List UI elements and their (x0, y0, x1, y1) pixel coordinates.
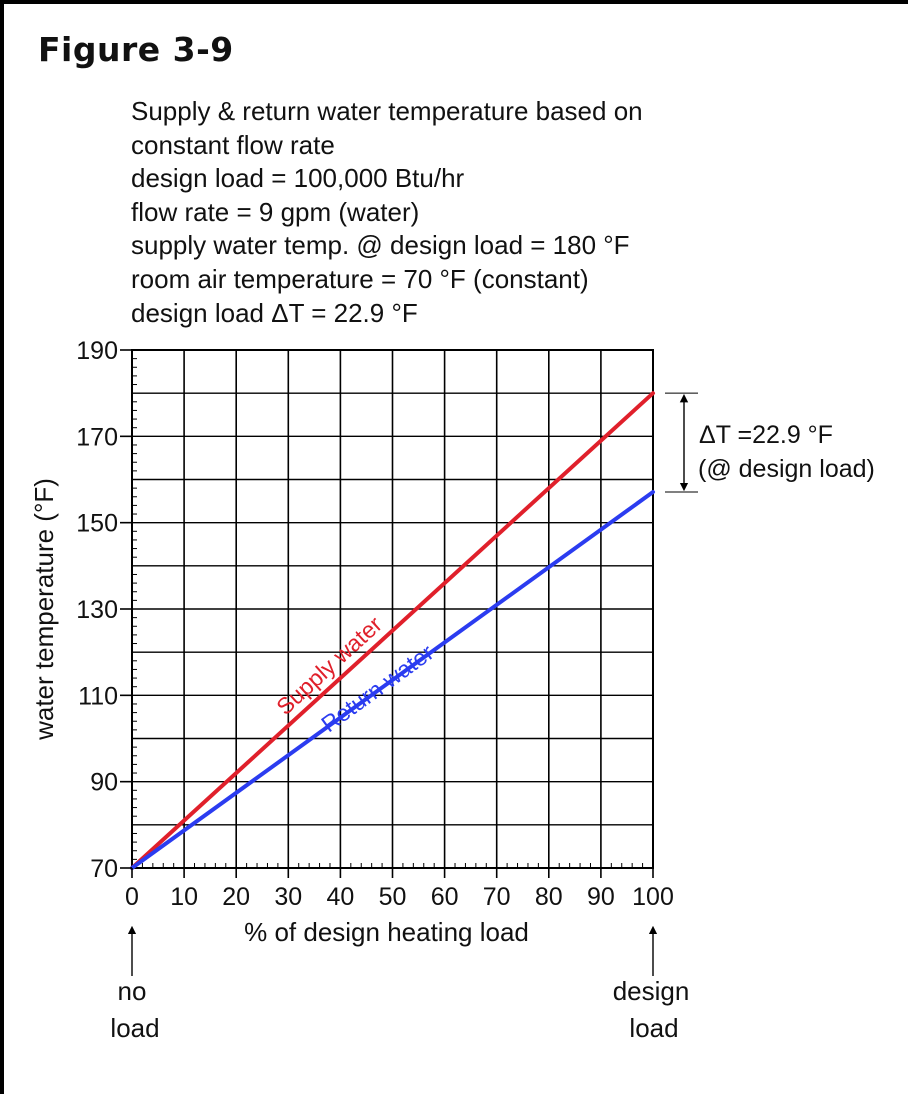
delta-t-sublabel: (@ design load) (698, 455, 875, 483)
figure-description: Supply & return water temperature based … (131, 95, 643, 330)
description-line: design load ΔT = 22.9 °F (131, 297, 418, 328)
x-tick-label: 10 (170, 883, 198, 911)
y-tick-label: 190 (76, 337, 118, 365)
x-tick-label: 20 (222, 883, 250, 911)
series-line (130, 490, 655, 870)
x-tick-label: 80 (535, 883, 563, 911)
description-line: Supply & return water temperature based … (131, 96, 643, 126)
y-tick-label: 130 (76, 596, 118, 624)
chart-annotations: ΔT =22.9 °F (@ design load) no load design lo… (110, 392, 875, 1043)
y-tick-label: 110 (78, 682, 118, 710)
y-tick-label: 170 (76, 423, 118, 451)
delta-t-label: ΔT =22.9 °F (699, 421, 833, 449)
y-tick-label: 150 (76, 510, 118, 538)
y-tick-label: 90 (90, 769, 118, 797)
description-line: flow rate = 9 gpm (water) (131, 196, 420, 227)
x-tick-label: 60 (431, 883, 459, 911)
no-load-label: load (110, 1013, 159, 1043)
x-tick-label: 90 (587, 883, 615, 911)
x-tick-label: 0 (125, 883, 139, 911)
y-tick-label: 70 (90, 855, 118, 883)
series-line (130, 391, 655, 870)
description-line: supply water temp. @ design load = 180 °… (131, 230, 630, 261)
x-axis-label: % of design heating load (244, 917, 529, 947)
description-line: room air temperature = 70 °F (constant) (131, 263, 589, 294)
no-load-label: no (118, 976, 147, 1006)
x-tick-label: 30 (274, 883, 302, 911)
x-tick-label: 100 (632, 883, 674, 911)
description-line: constant flow rate (131, 129, 335, 160)
y-axis-label: water temperature (°F) (29, 478, 59, 741)
design-load-label: load (629, 1013, 678, 1043)
x-tick-label: 70 (483, 883, 511, 911)
description-line: design load = 100,000 Btu/hr (131, 163, 465, 194)
design-load-label: design (613, 976, 690, 1006)
chart-axes: 70 90 110 130 150 170 190 0 10 20 30 40 50 60 70 80 90 10… (29, 337, 674, 947)
x-tick-label: 50 (379, 883, 407, 911)
figure-title: Figure 3-9 (38, 30, 234, 69)
chart-grid (131, 349, 654, 869)
x-tick-label: 40 (326, 883, 354, 911)
